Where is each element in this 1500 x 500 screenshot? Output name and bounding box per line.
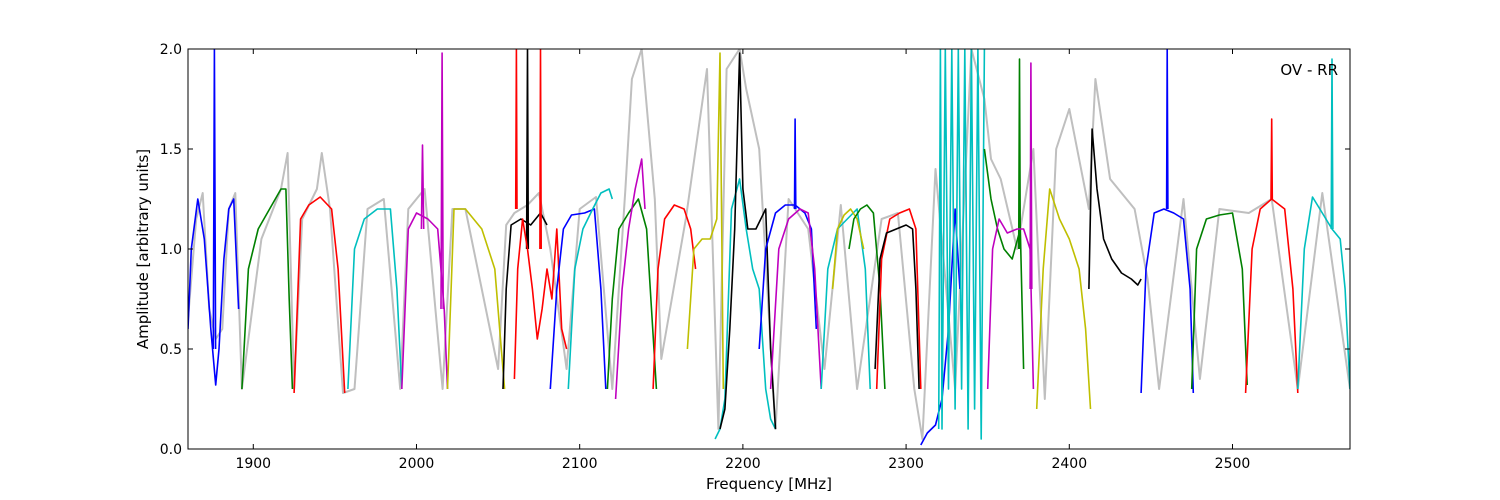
series-line-23 xyxy=(793,118,797,210)
series-line-34 xyxy=(986,218,1035,390)
series-line-29 xyxy=(874,224,920,390)
series-line-39 xyxy=(1165,49,1169,210)
series-line-31 xyxy=(937,49,986,440)
series-line-28 xyxy=(875,208,922,390)
series-line-42 xyxy=(1270,118,1274,200)
series-line-5 xyxy=(401,212,449,390)
x-tick-label-0: 1900 xyxy=(235,456,271,472)
series-line-4 xyxy=(347,208,403,390)
series-line-0 xyxy=(188,198,240,386)
series-line-13 xyxy=(539,49,542,250)
y-tick-label-2: 1.0 xyxy=(160,242,182,258)
series-line-44 xyxy=(1330,58,1334,230)
x-tick-label-4: 2300 xyxy=(888,456,924,472)
series-line-8 xyxy=(446,208,506,390)
series-line-18 xyxy=(652,204,697,390)
y-tick-label-4: 2.0 xyxy=(160,42,182,58)
series-line-15 xyxy=(567,188,614,390)
series-line-7 xyxy=(440,52,444,310)
series-line-11 xyxy=(513,218,568,380)
series-line-36 xyxy=(1035,188,1092,410)
series-line-17 xyxy=(614,158,646,400)
x-tick-label-1: 2000 xyxy=(399,456,435,472)
y-tick-label-3: 1.5 xyxy=(160,142,182,158)
series-line-25 xyxy=(820,208,871,390)
series-line-10 xyxy=(525,49,530,250)
x-axis-label: Frequency [MHz] xyxy=(706,475,832,493)
background-trace-line xyxy=(188,49,1350,440)
chart-annotation: OV - RR xyxy=(1280,61,1338,79)
series-line-21 xyxy=(719,52,777,430)
y-axis-ticks: 0.0 0.5 1.0 1.5 2.0 xyxy=(160,42,1350,458)
series-line-26 xyxy=(831,208,865,290)
series-line-14 xyxy=(549,208,607,390)
series-line-19 xyxy=(686,52,725,390)
series-line-24 xyxy=(769,208,822,390)
series-line-12 xyxy=(514,49,518,210)
x-axis-ticks: 1900 2000 2100 2200 2300 2400 2500 xyxy=(235,49,1250,472)
series-line-35 xyxy=(1029,62,1033,290)
series-line-33 xyxy=(1017,58,1022,250)
series-layer xyxy=(188,49,1350,446)
series-line-1 xyxy=(212,49,217,350)
x-tick-label-3: 2200 xyxy=(725,456,761,472)
series-line-40 xyxy=(1190,212,1248,390)
series-line-2 xyxy=(241,188,294,390)
series-line-38 xyxy=(1140,208,1195,394)
series-line-20 xyxy=(714,178,777,440)
background-trace-layer xyxy=(188,49,1350,440)
y-axis-label: Amplitude [arbitrary units] xyxy=(134,149,152,349)
y-tick-label-0: 0.0 xyxy=(160,442,182,458)
series-line-43 xyxy=(1297,196,1350,390)
series-line-3 xyxy=(293,196,346,394)
x-tick-label-6: 2500 xyxy=(1215,456,1251,472)
series-line-16 xyxy=(606,198,658,390)
y-tick-label-1: 0.5 xyxy=(160,342,182,358)
x-tick-label-2: 2100 xyxy=(562,456,598,472)
x-tick-label-5: 2400 xyxy=(1051,456,1087,472)
series-line-37 xyxy=(1088,128,1142,290)
series-line-6 xyxy=(420,144,425,230)
